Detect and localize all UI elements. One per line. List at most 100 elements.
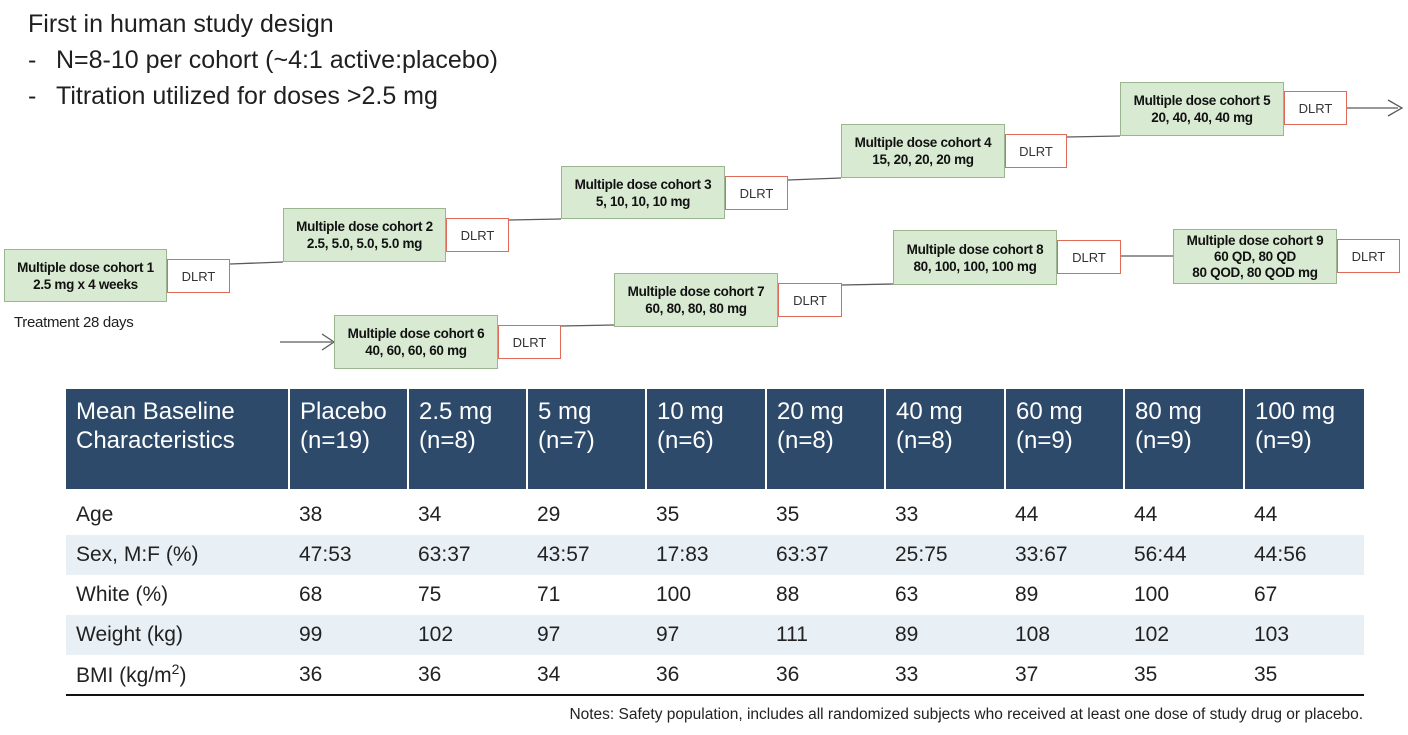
- column-header: 5 mg (n=7): [527, 389, 647, 489]
- connector-line: [787, 177, 842, 181]
- bullet-text: Titration utilized for doses >2.5 mg: [56, 82, 438, 110]
- table-cell: 100: [1134, 583, 1170, 606]
- table-cell: 36: [289, 655, 408, 696]
- dlrt-box: DLRT: [1284, 91, 1347, 125]
- table-cell: 35: [656, 503, 680, 526]
- bullet-dash: -: [28, 82, 37, 110]
- column-header: Placebo (n=19): [289, 389, 409, 489]
- table-cell: 102: [408, 615, 527, 655]
- dlrt-box: DLRT: [446, 218, 509, 252]
- cohort-box-4: Multiple dose cohort 4 15, 20, 20, 20 mg: [841, 124, 1005, 178]
- connector-lines: [229, 99, 1404, 351]
- column-header: 2.5 mg (n=8): [408, 389, 528, 489]
- cohort-dose: 40, 60, 60, 60 mg: [365, 343, 467, 358]
- connector-line: [1066, 135, 1121, 138]
- baseline-table-container: Mean Baseline Characteristics Placebo (n=1…: [66, 389, 1364, 696]
- header-line: (n=7): [538, 427, 595, 454]
- table-cell: 36: [766, 655, 885, 696]
- table-cell: 33:67: [1005, 535, 1124, 575]
- table-cell: 63: [895, 583, 919, 606]
- column-header: 40 mg (n=8): [885, 389, 1006, 489]
- cohort-box-9: Multiple dose cohort 9 60 QD, 80 QD 80 Q…: [1173, 229, 1337, 284]
- table-cell: 111: [766, 615, 885, 655]
- header-line: Characteristics: [76, 427, 235, 454]
- cohort-name: Multiple dose cohort 6: [347, 326, 485, 341]
- connector-line: [508, 218, 562, 221]
- table-cell: 97: [527, 615, 646, 655]
- header-line: 100 mg: [1255, 398, 1336, 425]
- bullet-text: N=8-10 per cohort (~4:1 active:placebo): [56, 46, 498, 74]
- table-row: Age 38 34 29 35 35 33 44 44 44: [66, 489, 1364, 535]
- dlrt-box: DLRT: [498, 325, 561, 359]
- table-cell: 33: [895, 503, 919, 526]
- table-cell: 68: [299, 583, 323, 606]
- table-cell: 17:83: [646, 535, 766, 575]
- page-title: First in human study design: [28, 10, 334, 38]
- dlrt-box: DLRT: [725, 176, 788, 210]
- bullet-item: - N=8-10 per cohort (~4:1 active:placebo…: [28, 42, 498, 78]
- cohort-dose: 15, 20, 20, 20 mg: [872, 152, 974, 167]
- cohort-dose: 2.5 mg x 4 weeks: [33, 276, 138, 292]
- connector-line: [229, 261, 284, 265]
- table-cell: 25:75: [885, 535, 1005, 575]
- column-header: 100 mg (n=9): [1244, 389, 1364, 489]
- bullet-item: - Titration utilized for doses >2.5 mg: [28, 78, 498, 114]
- dlrt-box: DLRT: [1337, 239, 1400, 273]
- table-cell: 102: [1124, 615, 1244, 655]
- row-label: White (%): [76, 583, 169, 606]
- treatment-label: Treatment 28 days: [14, 314, 134, 331]
- cohort-box-2: Multiple dose cohort 2 2.5, 5.0, 5.0, 5.…: [283, 208, 446, 262]
- cohort-dose: 2.5, 5.0, 5.0, 5.0 mg: [306, 236, 423, 251]
- row-label: Sex, M:F (%): [66, 535, 289, 575]
- table-cell: 103: [1244, 615, 1364, 655]
- connector-line: [841, 283, 894, 286]
- table-header-row: Mean Baseline Characteristics Placebo (n=1…: [66, 389, 1364, 489]
- table-cell: 63:37: [408, 535, 527, 575]
- cohort-dose: 80, 100, 100, 100 mg: [913, 258, 1037, 274]
- row-label-text: ): [179, 664, 187, 687]
- table-cell: 44: [1254, 503, 1278, 526]
- table-cell: 89: [1015, 583, 1039, 606]
- table-cell: 35: [776, 503, 800, 526]
- table-cell: 97: [646, 615, 766, 655]
- table-cell: 36: [646, 655, 766, 696]
- row-label-text: BMI (kg/m: [76, 664, 172, 687]
- table-cell: 33: [885, 655, 1005, 696]
- header-line: (n=8): [419, 427, 476, 454]
- bullet-dash: -: [28, 46, 37, 74]
- column-header: 10 mg (n=6): [646, 389, 767, 489]
- cohort-name: Multiple dose cohort 5: [1133, 93, 1271, 108]
- table-cell: 88: [776, 583, 800, 606]
- cohort-box-5: Multiple dose cohort 5 20, 40, 40, 40 mg: [1120, 82, 1284, 136]
- column-header: 60 mg (n=9): [1005, 389, 1125, 489]
- column-header: Mean Baseline Characteristics: [66, 389, 290, 489]
- header-line: (n=9): [1135, 427, 1192, 454]
- cohort-name: Multiple dose cohort 3: [574, 176, 712, 192]
- table-cell: 100: [656, 583, 692, 606]
- table-cell: 34: [527, 655, 646, 696]
- table-cell: 34: [418, 503, 442, 526]
- cohort-box-1: Multiple dose cohort 1 2.5 mg x 4 weeks: [4, 249, 167, 302]
- cohort-name: Multiple dose cohort 7: [627, 284, 765, 299]
- header-line: 5 mg: [538, 398, 592, 425]
- cohort-dose: 80 QOD, 80 QOD mg: [1192, 264, 1318, 280]
- header-line: 20 mg: [777, 398, 844, 425]
- cohort-box-6: Multiple dose cohort 6 40, 60, 60, 60 mg: [334, 315, 498, 369]
- table-row: Weight (kg) 99 102 97 97 111 89 108 102 …: [66, 615, 1364, 655]
- table-row: Sex, M:F (%) 47:53 63:37 43:57 17:83 63:…: [66, 535, 1364, 575]
- dlrt-box: DLRT: [778, 283, 842, 317]
- header-line: (n=8): [896, 427, 953, 454]
- header-line: 40 mg: [896, 398, 963, 425]
- dlrt-box: DLRT: [167, 259, 230, 293]
- table-cell: 47:53: [289, 535, 408, 575]
- header-line: (n=6): [657, 427, 714, 454]
- table-cell: 63:37: [766, 535, 885, 575]
- cohort-box-7: Multiple dose cohort 7 60, 80, 80, 80 mg: [614, 273, 778, 327]
- header-line: Mean Baseline: [76, 398, 235, 425]
- table-cell: 71: [537, 583, 561, 606]
- cohort-box-8: Multiple dose cohort 8 80, 100, 100, 100…: [893, 230, 1057, 285]
- table-cell: 35: [1244, 655, 1364, 696]
- header-line: (n=9): [1255, 427, 1312, 454]
- cohort-name: Multiple dose cohort 9: [1186, 232, 1324, 248]
- row-label: Weight (kg): [66, 615, 289, 655]
